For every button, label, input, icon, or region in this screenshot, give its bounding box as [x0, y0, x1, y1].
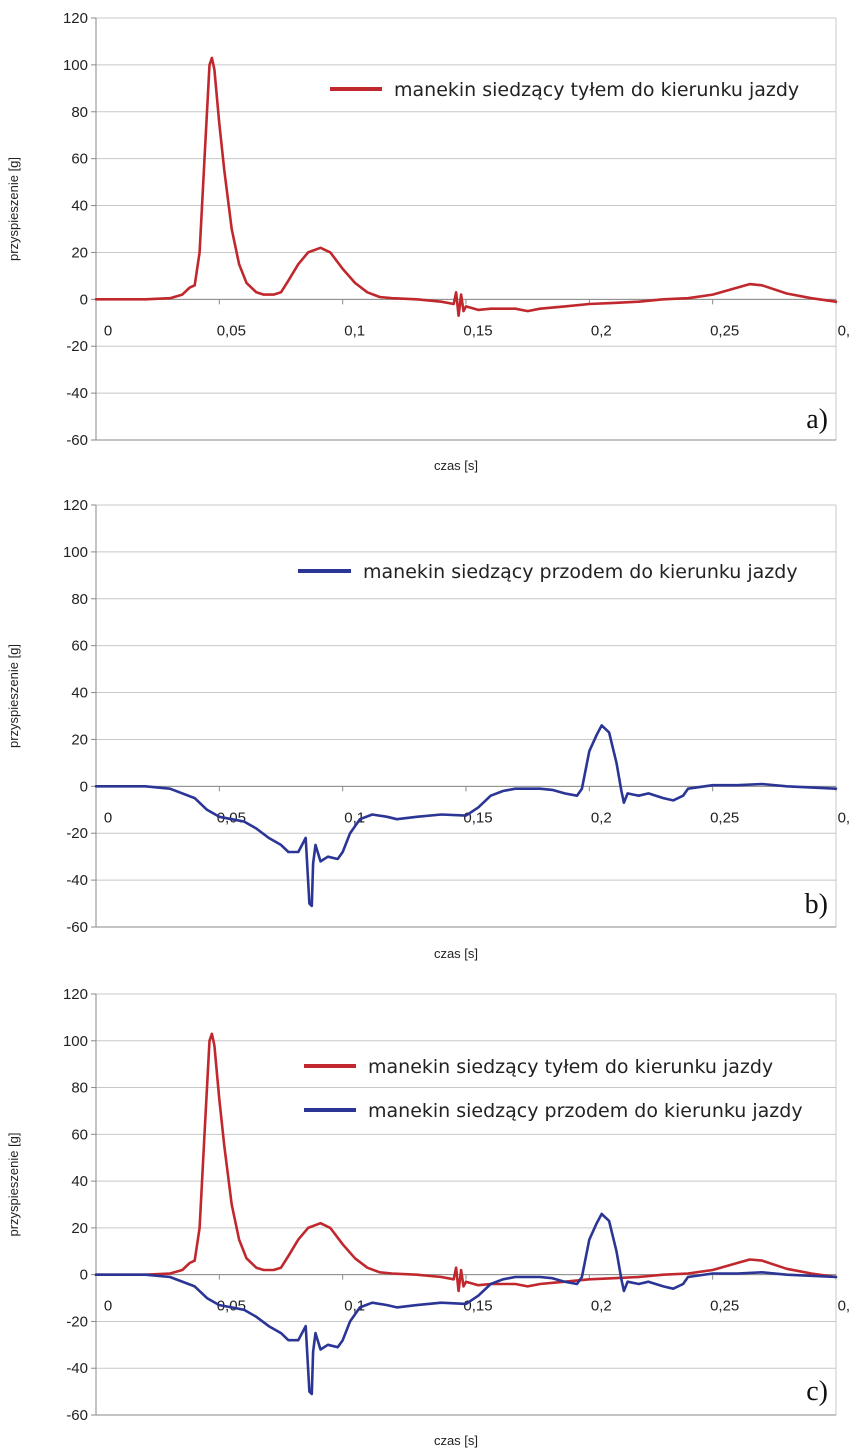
y-tick-label: -40 — [66, 385, 88, 402]
y-tick-label: 80 — [71, 1080, 88, 1097]
x-tick-label: 0,1 — [344, 809, 365, 826]
x-tick-label: 0,2 — [591, 322, 612, 339]
y-tick-label: 40 — [71, 198, 88, 215]
x-tick-label: 0,1 — [344, 1298, 365, 1315]
x-tick-label: 0,15 — [463, 322, 492, 339]
y-tick-label: -40 — [66, 872, 88, 889]
x-tick-label: 0 — [104, 322, 112, 339]
y-tick-label: -60 — [66, 919, 88, 936]
x-tick-label: 0,2 — [591, 1298, 612, 1315]
y-axis-title: przyspieszenie [g] — [6, 157, 21, 261]
y-tick-label: 20 — [71, 1220, 88, 1237]
y-tick-label: 0 — [80, 1267, 88, 1284]
y-tick-label: 120 — [63, 497, 88, 514]
x-tick-label: 0,15 — [463, 809, 492, 826]
y-tick-label: -20 — [66, 1313, 88, 1330]
y-tick-label: 100 — [63, 544, 88, 561]
y-tick-label: 60 — [71, 151, 88, 168]
legend-label: manekin siedzący tyłem do kierunku jazdy — [394, 79, 799, 101]
y-tick-label: 80 — [71, 104, 88, 121]
y-tick-label: -40 — [66, 1360, 88, 1377]
y-tick-label: -20 — [66, 825, 88, 842]
legend-label: manekin siedzący przodem do kierunku jaz… — [363, 561, 798, 583]
y-tick-label: 120 — [63, 986, 88, 1003]
legend-label: manekin siedzący przodem do kierunku jaz… — [368, 1100, 803, 1122]
y-tick-label: -20 — [66, 338, 88, 355]
x-tick-label: 0,1 — [344, 322, 365, 339]
y-tick-label: 60 — [71, 1126, 88, 1143]
x-axis-title: czas [s] — [434, 458, 478, 473]
x-tick-label: 0,3 — [838, 322, 849, 339]
x-tick-label: 0,15 — [463, 1298, 492, 1315]
y-tick-label: 80 — [71, 591, 88, 608]
x-tick-label: 0,25 — [710, 1298, 739, 1315]
x-tick-label: 0,2 — [591, 809, 612, 826]
y-tick-label: 20 — [71, 731, 88, 748]
x-tick-label: 0,3 — [838, 1298, 849, 1315]
x-tick-label: 0,25 — [710, 322, 739, 339]
panel-label: b) — [805, 889, 828, 920]
y-tick-label: 100 — [63, 57, 88, 74]
y-tick-label: 100 — [63, 1033, 88, 1050]
x-tick-label: 0,3 — [838, 809, 849, 826]
y-tick-label: 40 — [71, 685, 88, 702]
y-axis-title: przyspieszenie [g] — [6, 1132, 21, 1236]
series-line-rear-facing — [94, 56, 838, 318]
series-line-rear-facing — [94, 1032, 838, 1293]
y-tick-label: -60 — [66, 1407, 88, 1424]
y-tick-label: 20 — [71, 244, 88, 261]
panel-label: c) — [806, 1376, 828, 1407]
y-tick-label: -60 — [66, 432, 88, 449]
y-tick-label: 40 — [71, 1173, 88, 1190]
x-tick-label: 0,25 — [710, 809, 739, 826]
chart-panel-1: 120 100 80 60 40 20 0 -20 -40 -60 0 0,05 0,1 0,15 0,2 0… — [6, 10, 849, 473]
y-tick-label: 60 — [71, 638, 88, 655]
x-axis-title: czas [s] — [434, 1433, 478, 1448]
y-axis-title: przyspieszenie [g] — [6, 644, 21, 748]
panel-label: a) — [806, 404, 828, 435]
legend-label: manekin siedzący tyłem do kierunku jazdy — [368, 1056, 773, 1078]
series-line-front-facing — [94, 1212, 838, 1396]
x-tick-label: 0 — [104, 1298, 112, 1315]
x-tick-label: 0 — [104, 809, 112, 826]
x-axis-title: czas [s] — [434, 946, 478, 961]
y-tick-label: 0 — [80, 291, 88, 308]
y-tick-label: 0 — [80, 778, 88, 795]
x-tick-label: 0,05 — [217, 322, 246, 339]
series-line-front-facing — [94, 724, 838, 908]
y-tick-label: 120 — [63, 10, 88, 27]
